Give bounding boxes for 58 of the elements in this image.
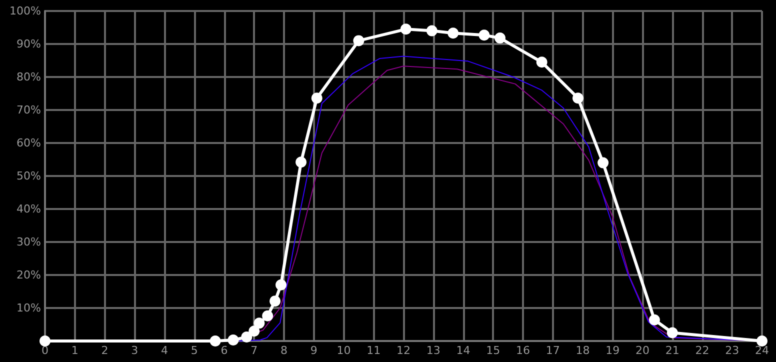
x-tick-label: 17 bbox=[546, 344, 560, 357]
x-tick-label: 3 bbox=[131, 344, 138, 357]
x-tick-label: 18 bbox=[576, 344, 590, 357]
point bbox=[666, 327, 678, 338]
x-tick-label: 24 bbox=[755, 344, 769, 357]
x-tick-label: 16 bbox=[516, 344, 530, 357]
y-tick-label: 70% bbox=[16, 104, 41, 116]
point bbox=[478, 30, 490, 41]
point bbox=[40, 336, 50, 346]
point bbox=[648, 314, 660, 326]
point bbox=[296, 156, 307, 168]
point bbox=[262, 310, 274, 322]
x-tick-label: 7 bbox=[250, 344, 258, 357]
point bbox=[598, 157, 609, 168]
x-tick-label: 12 bbox=[396, 344, 410, 357]
x-tick-label: 8 bbox=[280, 344, 288, 357]
y-tick-label: 50% bbox=[16, 170, 41, 182]
point bbox=[536, 56, 548, 68]
x-tick-label: 19 bbox=[606, 344, 620, 357]
point bbox=[756, 336, 768, 346]
y-tick-label: 60% bbox=[16, 136, 41, 150]
point bbox=[494, 32, 506, 44]
y-tick-label: 30% bbox=[16, 236, 41, 248]
x-tick-label: 11 bbox=[366, 344, 381, 357]
y-tick-label: 90% bbox=[16, 38, 41, 50]
x-tick-label: 13 bbox=[426, 344, 440, 357]
point bbox=[248, 326, 260, 337]
x-tick-label: 0 bbox=[42, 344, 48, 357]
x-tick-label: 22 bbox=[695, 344, 710, 357]
point bbox=[270, 296, 281, 307]
x-tick-label: 21 bbox=[665, 344, 680, 357]
x-tick-label: 20 bbox=[636, 344, 650, 357]
point bbox=[426, 25, 438, 36]
point bbox=[400, 24, 412, 35]
point bbox=[572, 92, 584, 104]
point bbox=[276, 279, 287, 290]
x-tick-label: 6 bbox=[220, 344, 228, 357]
x-tick-label: 5 bbox=[190, 344, 198, 357]
point bbox=[210, 336, 221, 346]
y-tick-label: 80% bbox=[16, 70, 41, 84]
y-tick-label: 40% bbox=[16, 202, 41, 216]
point bbox=[241, 332, 252, 343]
point bbox=[254, 318, 265, 329]
x-tick-label: 14 bbox=[456, 344, 470, 357]
point bbox=[311, 92, 322, 104]
x-tick-label: 10 bbox=[336, 344, 351, 357]
x-tick-label: 9 bbox=[310, 344, 318, 357]
y-tick-label: 20% bbox=[16, 268, 41, 282]
x-tick-label: 1 bbox=[71, 344, 78, 357]
x-tick-label: 23 bbox=[725, 344, 740, 357]
y-tick-label: 100% bbox=[10, 4, 41, 18]
x-tick-label: 15 bbox=[486, 344, 500, 357]
x-tick-label: 4 bbox=[161, 344, 168, 357]
point bbox=[228, 334, 239, 346]
y-tick-label: 10% bbox=[16, 302, 41, 314]
x-tick-label: 2 bbox=[101, 344, 108, 357]
point bbox=[353, 35, 364, 46]
point bbox=[448, 28, 459, 39]
